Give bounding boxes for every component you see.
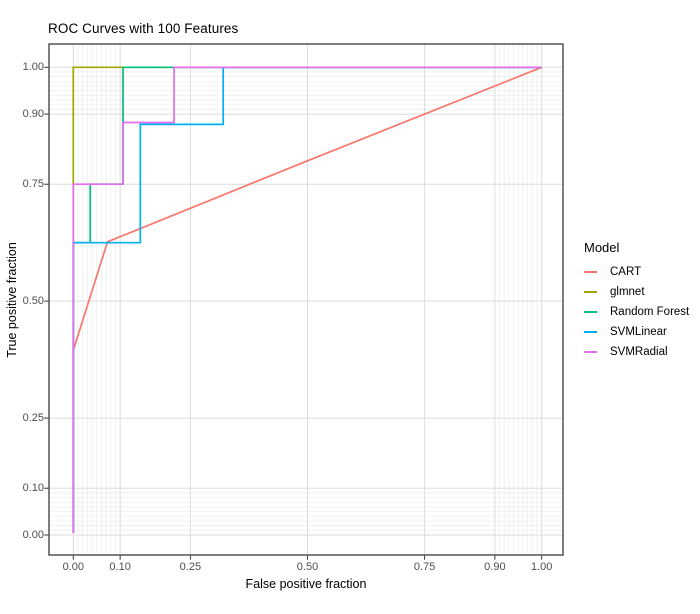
x-tick-label: 0.50 xyxy=(296,561,319,573)
panel-background xyxy=(49,44,563,555)
legend-line-swatch xyxy=(584,271,597,273)
y-tick-label: 0.50 xyxy=(22,295,44,308)
legend-item-svmradial: SVMRadial xyxy=(584,342,689,362)
legend-item-svmlinear: SVMLinear xyxy=(584,322,689,342)
legend-item-cart: CART xyxy=(584,262,689,282)
y-tick-label: 0.75 xyxy=(22,178,44,191)
legend-item-label: SVMLinear xyxy=(610,326,667,338)
x-tick-label: 0.00 xyxy=(62,561,85,573)
legend-item-glmnet: glmnet xyxy=(584,282,689,302)
legend-line-swatch xyxy=(584,351,597,353)
roc-curve-svmradial xyxy=(72,66,542,533)
y-tick-label: 0.10 xyxy=(22,482,44,495)
y-tick-label: 0.90 xyxy=(22,108,44,121)
legend-line-swatch xyxy=(584,331,597,333)
y-axis-title: True positive fraction xyxy=(5,242,19,358)
x-axis-title: False positive fraction xyxy=(245,577,367,591)
x-tick-label: 0.10 xyxy=(109,561,131,573)
panel-border xyxy=(48,43,564,556)
legend-item-random-forest: Random Forest xyxy=(584,302,689,322)
legend-title: Model xyxy=(584,240,620,255)
x-tick-label: 0.25 xyxy=(179,561,202,573)
legend-item-label: glmnet xyxy=(610,286,645,298)
legend-item-label: Random Forest xyxy=(610,306,690,318)
chart-title: ROC Curves with 100 Features xyxy=(48,21,239,36)
x-tick-label: 0.75 xyxy=(413,561,436,573)
legend-items: CART glmnet Random Forest SVMLinear SVMRadia… xyxy=(584,262,689,362)
legend-item-label: SVMRadial xyxy=(610,346,668,358)
legend-item-label: CART xyxy=(610,266,642,278)
legend-line-swatch xyxy=(584,291,597,293)
legend: Model CART glmnet Random Forest SVMLinear SV… xyxy=(584,240,689,362)
y-tick-label: 1.00 xyxy=(22,61,44,74)
legend-line-swatch xyxy=(584,311,597,313)
x-tick-label: 0.90 xyxy=(484,561,506,573)
y-tick-label: 0.00 xyxy=(22,529,44,541)
y-tick-label: 0.25 xyxy=(22,412,44,425)
x-tick-label: 1.00 xyxy=(530,561,553,573)
